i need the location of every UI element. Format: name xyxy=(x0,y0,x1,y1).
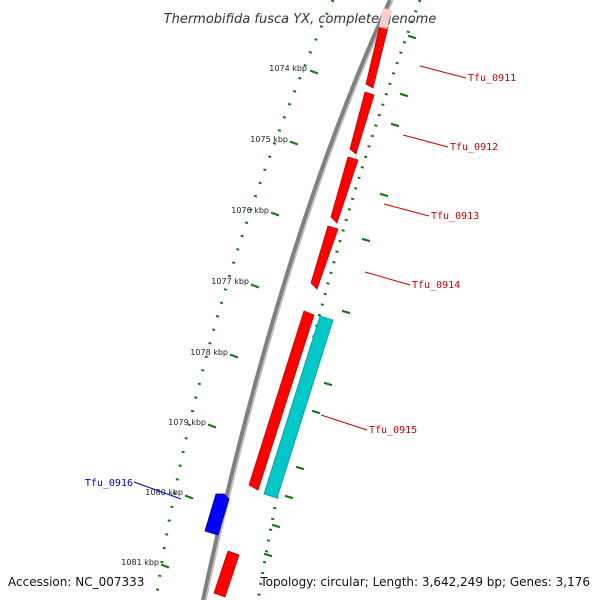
scale-tick-label: 1075 kbp xyxy=(250,135,288,144)
gene-label[interactable]: Tfu_0913 xyxy=(431,211,479,222)
scale-tick-label: 1074 kbp xyxy=(269,64,307,73)
outer-scale-tick xyxy=(341,309,351,315)
scale-tick-label: 1081 kbp xyxy=(121,558,159,567)
genome-backbone xyxy=(201,0,392,600)
scale-tick-mark xyxy=(250,283,260,289)
scale-tick-mark xyxy=(270,211,280,217)
scale-tick-mark xyxy=(229,353,239,359)
gene-label[interactable]: Tfu_0916 xyxy=(85,478,133,489)
scale-tick-label: 1079 kbp xyxy=(168,418,206,427)
outer-scale-ring xyxy=(256,0,422,600)
gene-label[interactable]: Tfu_0915 xyxy=(369,425,417,436)
gene-leader-line xyxy=(419,65,467,79)
outer-scale-tick xyxy=(271,523,281,529)
genome-title: Thermobifida fusca YX, complete genome xyxy=(164,12,437,27)
outer-scale-tick xyxy=(390,122,400,128)
gene-leader-line xyxy=(402,134,449,148)
gene-leader-line xyxy=(133,481,182,500)
forward-gene-arrow-partial[interactable] xyxy=(213,550,240,598)
gene-label[interactable]: Tfu_0912 xyxy=(450,142,498,153)
outer-scale-tick xyxy=(379,192,389,198)
gene-leader-line xyxy=(383,203,430,217)
forward-gene-arrow[interactable] xyxy=(330,156,359,224)
outer-scale-tick xyxy=(323,381,333,387)
outer-scale-tick xyxy=(295,465,305,471)
scale-tick-mark xyxy=(184,494,194,500)
forward-gene-arrow[interactable] xyxy=(349,91,375,155)
scale-tick-mark xyxy=(207,423,217,429)
scale-tick-mark xyxy=(160,563,170,569)
outer-scale-tick xyxy=(407,34,417,40)
outer-scale-tick xyxy=(284,494,294,500)
outer-scale-tick xyxy=(263,552,273,558)
forward-gene-arrow[interactable] xyxy=(310,225,339,290)
outer-scale-tick xyxy=(361,237,371,243)
gene-labels: Tfu_0911 Tfu_0912 Tfu_0913 Tfu_0914 Tfu_0915… xyxy=(85,65,516,500)
genome-backbone-highlight xyxy=(205,0,394,600)
cds-feature-bar[interactable] xyxy=(263,315,334,499)
scale-tick-mark xyxy=(309,69,319,75)
forward-gene-arrow[interactable] xyxy=(248,310,315,491)
inner-scale-ring xyxy=(154,0,335,600)
accession-text: Accession: NC_007333 xyxy=(8,575,144,589)
reverse-gene-arrow[interactable] xyxy=(204,493,230,536)
scale-tick-mark xyxy=(289,140,299,146)
genome-summary-text: Topology: circular; Length: 3,642,249 bp… xyxy=(259,575,590,589)
outer-scale-tick xyxy=(311,409,321,415)
gene-leader-line xyxy=(364,271,411,286)
gene-label[interactable]: Tfu_0914 xyxy=(412,280,460,291)
gene-features xyxy=(204,8,392,598)
forward-gene-arrow-faded[interactable] xyxy=(379,8,392,29)
gene-label[interactable]: Tfu_0911 xyxy=(468,73,516,84)
gene-leader-line xyxy=(320,414,368,431)
scale-tick-label: 1078 kbp xyxy=(190,348,228,357)
scale-tick-label: 1076 kbp xyxy=(231,206,269,215)
outer-scale-tick xyxy=(399,92,409,98)
scale-tick-label: 1077 kbp xyxy=(211,277,249,286)
